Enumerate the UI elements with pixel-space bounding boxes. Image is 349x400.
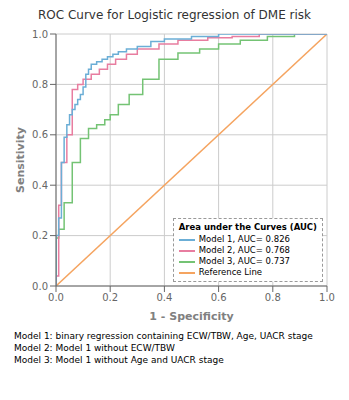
html-text:Model 1, AUC= 0.826: Model 1, AUC= 0.826 bbox=[198, 234, 290, 244]
svg-text:0.0: 0.0 bbox=[48, 292, 64, 303]
svg-text:0.6: 0.6 bbox=[211, 292, 227, 303]
svg-text:1 - Specificity: 1 - Specificity bbox=[149, 310, 233, 323]
html-text:Model 2, AUC= 0.768: Model 2, AUC= 0.768 bbox=[198, 245, 290, 255]
svg-text:Sensitivity: Sensitivity bbox=[14, 127, 27, 193]
svg-text:0.4: 0.4 bbox=[32, 180, 48, 191]
html-text:Model 3, AUC= 0.737: Model 3, AUC= 0.737 bbox=[198, 256, 290, 266]
html-text:Model 2: Model 1 without ECW/T: Model 2: Model 1 without ECW/TBW bbox=[14, 343, 175, 353]
svg-text:0.2: 0.2 bbox=[32, 230, 48, 241]
html-text:Model 1: binary regression con: Model 1: binary regression containing EC… bbox=[14, 331, 313, 341]
html-text:Area under the Curves (AUC): Area under the Curves (AUC) bbox=[178, 222, 317, 232]
html-text:ROC Curve for Logistic regress: ROC Curve for Logistic regression of DME… bbox=[37, 8, 312, 22]
svg-text:0.2: 0.2 bbox=[102, 292, 118, 303]
svg-text:0.0: 0.0 bbox=[32, 281, 48, 292]
svg-text:0.8: 0.8 bbox=[265, 292, 281, 303]
svg-text:0.8: 0.8 bbox=[32, 79, 48, 90]
svg-text:1.0: 1.0 bbox=[319, 292, 335, 303]
html-text:Reference Line: Reference Line bbox=[198, 267, 262, 277]
svg-text:0.4: 0.4 bbox=[156, 292, 172, 303]
svg-text:1.0: 1.0 bbox=[32, 29, 48, 40]
svg-text:0.6: 0.6 bbox=[32, 129, 48, 140]
html-text:Model 3: Model 1 without Age a: Model 3: Model 1 without Age and UACR st… bbox=[14, 355, 224, 365]
